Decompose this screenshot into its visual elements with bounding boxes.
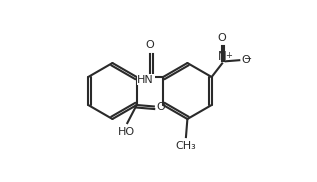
Text: O: O: [218, 33, 226, 43]
Text: +: +: [225, 51, 232, 60]
Text: −: −: [244, 54, 252, 64]
Text: HO: HO: [118, 127, 135, 137]
Text: N: N: [218, 50, 226, 63]
Text: CH₃: CH₃: [176, 141, 196, 151]
Text: O: O: [146, 39, 155, 50]
Text: HN: HN: [137, 75, 154, 85]
Text: O: O: [156, 102, 165, 112]
Text: O: O: [242, 55, 250, 65]
